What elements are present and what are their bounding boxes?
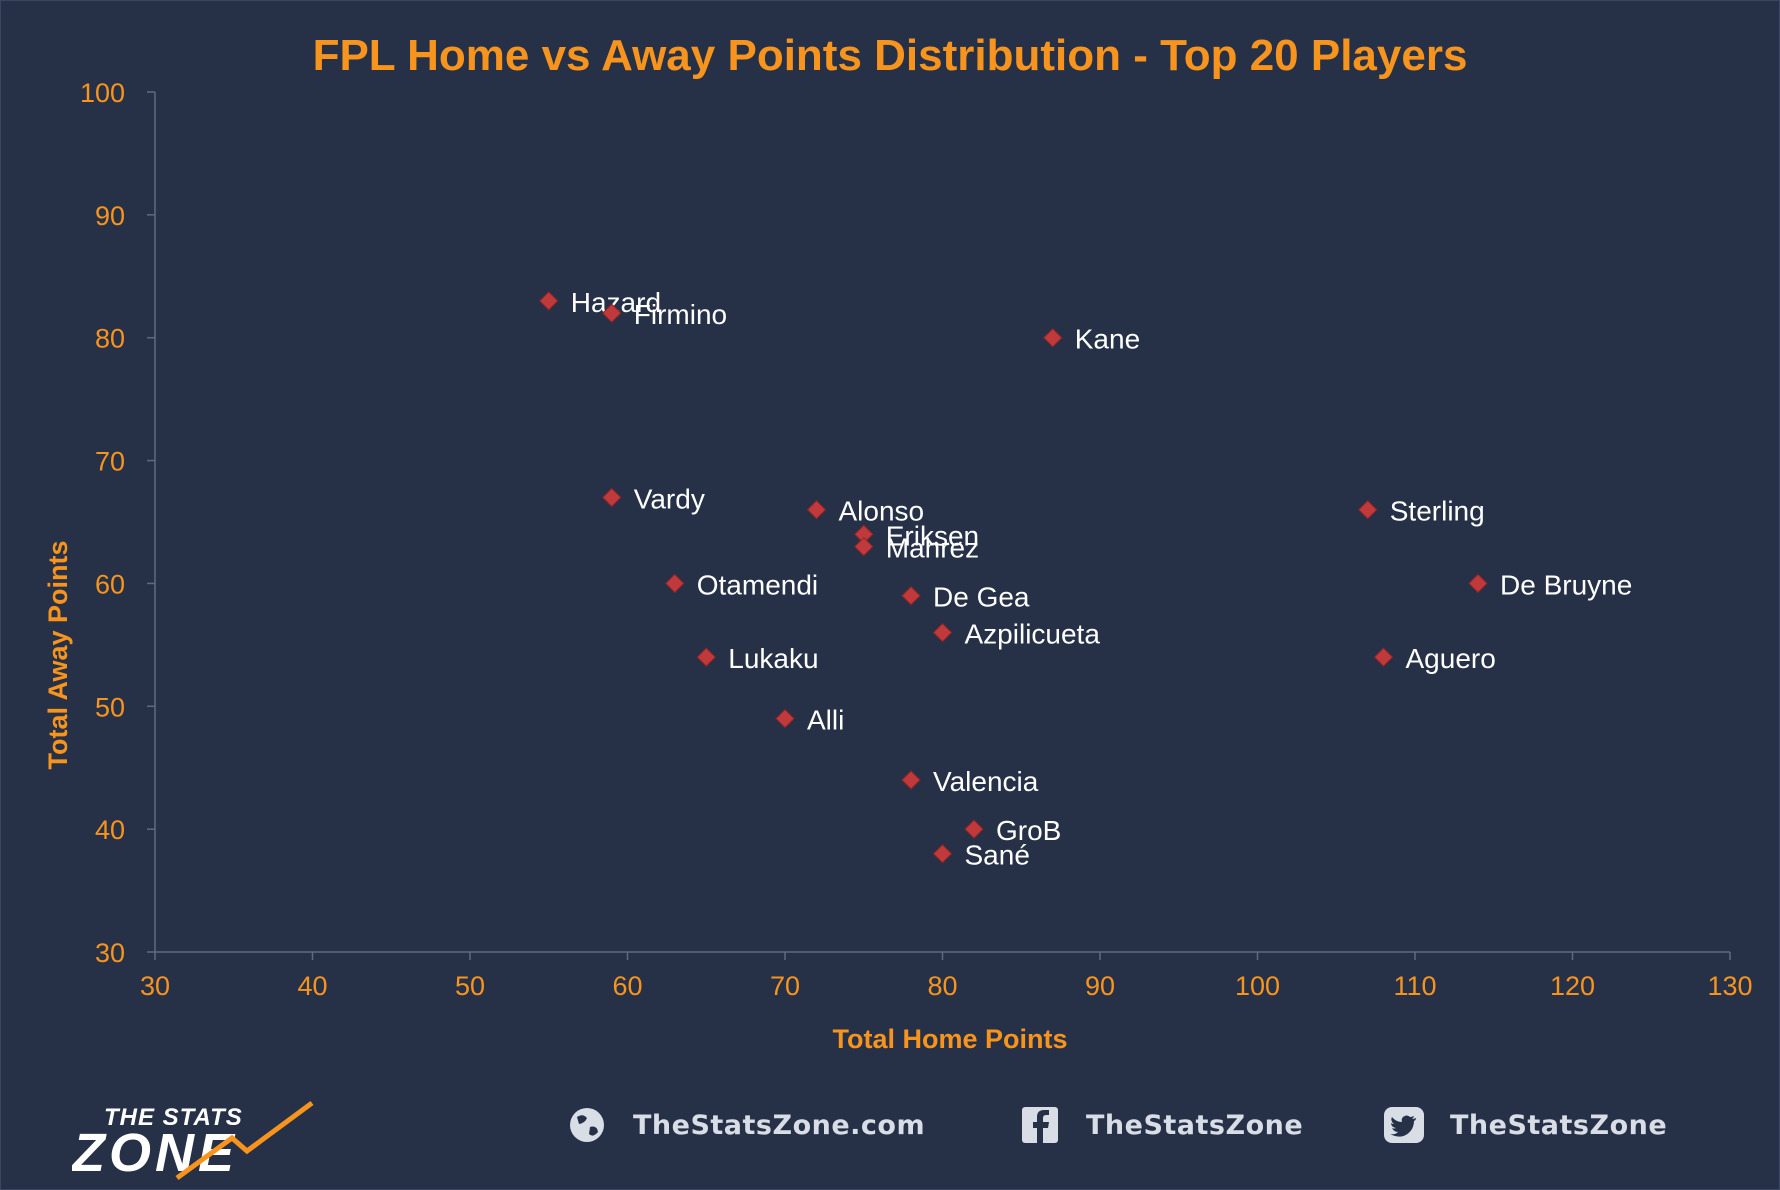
svg-text:ZONE: ZONE [72, 1123, 238, 1183]
point-marker [1373, 647, 1394, 667]
data-point: De Gea [901, 582, 1030, 613]
point-label: De Bruyne [1500, 569, 1632, 600]
globe-icon [570, 1108, 604, 1142]
point-marker [854, 536, 874, 557]
y-tick-label: 50 [95, 692, 125, 722]
y-tick-label: 40 [95, 815, 125, 845]
point-label: Sterling [1390, 496, 1485, 527]
point-label: Firmino [634, 299, 727, 330]
x-axis-label: Total Home Points [832, 1024, 1067, 1054]
point-label: Alli [807, 705, 844, 736]
y-tick-label: 70 [95, 447, 125, 477]
y-tick-label: 60 [95, 569, 125, 599]
twitter-icon [1384, 1107, 1424, 1143]
footer: THE STATS ZONE TheStatsZone.com TheStats… [0, 1075, 1780, 1185]
facebook-text: TheStatsZone [1086, 1109, 1304, 1141]
point-label: Alonso [839, 496, 925, 527]
point-label: Lukaku [728, 643, 818, 674]
data-point: Aguero [1373, 643, 1496, 674]
point-marker [1468, 573, 1488, 594]
data-point: Sterling [1358, 496, 1485, 527]
data-point: Valencia [901, 766, 1039, 797]
twitter-link[interactable]: TheStatsZone [1382, 1105, 1667, 1145]
chart-title: FPL Home vs Away Points Distribution - T… [313, 31, 1468, 80]
point-marker [539, 291, 559, 311]
y-tick-label: 30 [95, 938, 125, 968]
y-tick-label: 80 [95, 324, 125, 354]
facebook-icon [1022, 1107, 1058, 1143]
point-marker [901, 770, 921, 790]
scatter-chart: FPL Home vs Away Points Distribution - T… [43, 31, 1753, 1054]
y-axis-label: Total Away Points [43, 540, 73, 769]
data-point: GroB [964, 815, 1061, 846]
point-marker [964, 819, 984, 839]
point-marker [696, 647, 716, 667]
data-point: Sané [932, 840, 1030, 871]
point-marker [665, 573, 685, 594]
point-marker [602, 487, 622, 508]
point-label: Mahrez [886, 533, 979, 564]
data-point: Alli [775, 705, 844, 736]
data-point: Firmino [602, 299, 727, 330]
x-tick-label: 40 [297, 971, 327, 1001]
point-label: Vardy [634, 483, 705, 514]
axes: 30 40 50 60 70 80 90 100 110 120 130 30 40 50 60 70 80 90… [80, 78, 1753, 1001]
data-point: Eriksen [854, 520, 979, 551]
data-point: Vardy [602, 483, 705, 514]
x-tick-label: 50 [455, 971, 485, 1001]
svg-text:THE STATS: THE STATS [104, 1104, 243, 1131]
data-point: Lukaku [696, 643, 819, 674]
stats-zone-logo[interactable]: THE STATS ZONE [72, 1093, 372, 1183]
x-tick-label: 120 [1550, 971, 1595, 1001]
point-label: Otamendi [697, 569, 818, 600]
data-point: Azpilicueta [932, 619, 1101, 650]
point-label: Aguero [1406, 643, 1496, 674]
x-tick-label: 60 [612, 971, 642, 1001]
point-label: Sané [965, 840, 1030, 871]
point-marker [901, 586, 921, 606]
data-point: Otamendi [665, 569, 818, 600]
y-tick-label: 90 [95, 201, 125, 231]
point-marker [932, 844, 953, 864]
point-marker [602, 303, 622, 323]
y-tick-label: 100 [80, 78, 125, 108]
point-label: Eriksen [886, 520, 979, 551]
point-label: De Gea [933, 582, 1030, 613]
x-tick-label: 90 [1085, 971, 1115, 1001]
point-label: GroB [996, 815, 1061, 846]
x-tick-label: 30 [140, 971, 170, 1001]
facebook-link[interactable]: TheStatsZone [1018, 1105, 1303, 1145]
x-tick-label: 100 [1235, 971, 1280, 1001]
twitter-text: TheStatsZone [1450, 1109, 1668, 1141]
data-point: De Bruyne [1468, 569, 1632, 600]
x-tick-label: 80 [927, 971, 957, 1001]
x-tick-label: 110 [1393, 971, 1436, 1001]
data-point: Alonso [806, 496, 925, 527]
point-marker [932, 622, 953, 643]
point-marker [806, 500, 827, 520]
point-label: Azpilicueta [965, 619, 1101, 650]
website-text: TheStatsZone.com [633, 1109, 926, 1141]
point-label: Kane [1075, 324, 1140, 355]
data-point: Kane [1043, 324, 1140, 355]
data-point: Mahrez [854, 533, 979, 564]
x-tick-label: 70 [770, 971, 800, 1001]
x-tick-label: 130 [1707, 971, 1752, 1001]
point-marker [1358, 500, 1378, 520]
point-label: Valencia [933, 766, 1039, 797]
point-marker [1043, 328, 1063, 348]
point-marker [775, 708, 795, 729]
website-link[interactable]: TheStatsZone.com [565, 1105, 925, 1145]
